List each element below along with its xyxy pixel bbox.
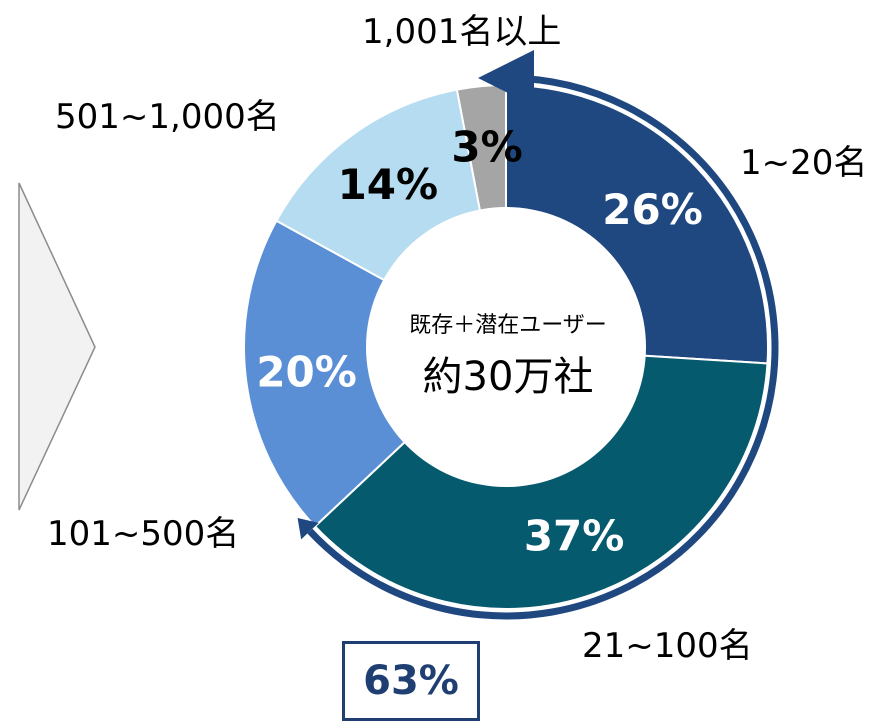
value-label-21-100: 37% — [524, 512, 625, 561]
category-label-101-500: 101~500名 — [47, 514, 239, 554]
value-label-101-500: 20% — [256, 348, 357, 397]
highlight-arc — [307, 50, 779, 620]
highlight-arc-start-arrow — [297, 518, 319, 540]
category-label-21-100: 21~100名 — [582, 626, 753, 666]
value-labels: 26% 37% 20% 14%3% — [256, 122, 702, 560]
category-label-1001-plus: 1,001名以上 — [362, 12, 561, 52]
center-title: 約30万社 — [423, 354, 594, 400]
value-label-1-20: 26% — [602, 185, 703, 234]
share-total-badge: 63% — [342, 641, 480, 721]
center-subtitle: 既存＋潜在ユーザー — [409, 313, 607, 338]
value-label-1-001: 3% — [451, 122, 522, 171]
category-label-1-20: 1~20名 — [740, 143, 867, 183]
value-label-501-1-000: 14% — [338, 160, 439, 209]
chevron-right-icon — [18, 182, 96, 511]
share-total-value: 63% — [363, 658, 459, 704]
category-label-501-1000: 501~1,000名 — [55, 97, 280, 137]
donut-hole — [366, 207, 646, 487]
